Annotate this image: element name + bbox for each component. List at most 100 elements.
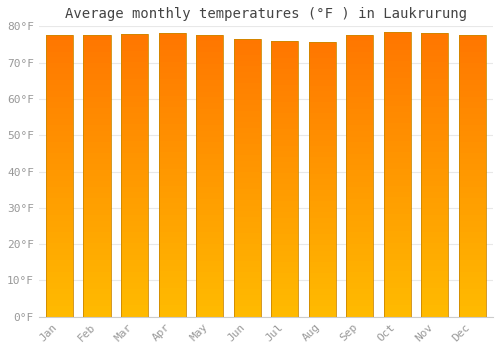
Bar — [196, 86, 223, 92]
Bar — [196, 283, 223, 289]
Bar — [384, 254, 411, 260]
Bar — [384, 231, 411, 237]
Bar — [459, 176, 486, 181]
Bar — [234, 211, 260, 217]
Bar — [158, 237, 186, 243]
Bar — [459, 69, 486, 74]
Bar — [346, 108, 374, 114]
Bar — [308, 58, 336, 64]
Bar — [121, 283, 148, 288]
Bar — [234, 172, 260, 178]
Bar — [422, 283, 448, 288]
Bar — [121, 56, 148, 62]
Bar — [84, 277, 110, 283]
Bar — [121, 254, 148, 260]
Bar — [459, 266, 486, 272]
Bar — [46, 91, 73, 97]
Bar — [459, 283, 486, 289]
Bar — [271, 295, 298, 300]
Bar — [196, 238, 223, 244]
Bar — [121, 311, 148, 317]
Bar — [46, 74, 73, 80]
Bar — [121, 74, 148, 79]
Bar — [308, 152, 336, 158]
Bar — [271, 69, 298, 74]
Bar — [234, 217, 260, 222]
Bar — [196, 170, 223, 176]
Bar — [384, 175, 411, 180]
Bar — [121, 243, 148, 249]
Bar — [234, 167, 260, 172]
Bar — [84, 40, 110, 46]
Bar — [422, 306, 448, 311]
Bar — [308, 75, 336, 80]
Bar — [308, 124, 336, 130]
Bar — [271, 240, 298, 245]
Bar — [384, 203, 411, 209]
Bar — [84, 243, 110, 249]
Bar — [308, 42, 336, 317]
Bar — [384, 271, 411, 277]
Bar — [422, 78, 448, 84]
Bar — [196, 244, 223, 249]
Bar — [346, 35, 374, 317]
Bar — [422, 107, 448, 113]
Bar — [346, 221, 374, 227]
Bar — [308, 146, 336, 152]
Bar — [234, 294, 260, 300]
Bar — [271, 262, 298, 267]
Bar — [121, 266, 148, 272]
Bar — [422, 147, 448, 152]
Bar — [308, 295, 336, 300]
Bar — [271, 218, 298, 223]
Bar — [308, 64, 336, 69]
Bar — [271, 91, 298, 96]
Bar — [346, 249, 374, 255]
Bar — [158, 113, 186, 118]
Bar — [271, 206, 298, 212]
Bar — [308, 86, 336, 91]
Bar — [121, 158, 148, 164]
Bar — [84, 114, 110, 119]
Bar — [196, 108, 223, 114]
Bar — [308, 278, 336, 284]
Bar — [271, 212, 298, 218]
Bar — [158, 266, 186, 271]
Bar — [121, 170, 148, 175]
Bar — [271, 52, 298, 58]
Bar — [346, 165, 374, 170]
Bar — [384, 209, 411, 215]
Bar — [308, 141, 336, 146]
Bar — [384, 84, 411, 89]
Bar — [346, 294, 374, 300]
Bar — [384, 95, 411, 101]
Bar — [46, 46, 73, 51]
Bar — [271, 223, 298, 229]
Bar — [196, 114, 223, 120]
Bar — [158, 33, 186, 317]
Bar — [46, 232, 73, 238]
Bar — [459, 243, 486, 249]
Bar — [46, 102, 73, 108]
Bar — [384, 243, 411, 248]
Bar — [158, 39, 186, 44]
Bar — [121, 220, 148, 226]
Bar — [308, 179, 336, 185]
Bar — [158, 186, 186, 192]
Bar — [121, 209, 148, 215]
Bar — [46, 170, 73, 176]
Bar — [346, 69, 374, 75]
Bar — [459, 97, 486, 102]
Bar — [271, 140, 298, 146]
Bar — [84, 69, 110, 74]
Bar — [422, 209, 448, 215]
Bar — [46, 300, 73, 306]
Bar — [234, 89, 260, 94]
Bar — [459, 102, 486, 108]
Bar — [121, 175, 148, 181]
Bar — [459, 198, 486, 204]
Bar — [346, 227, 374, 232]
Bar — [234, 289, 260, 295]
Bar — [196, 47, 223, 52]
Bar — [84, 147, 110, 153]
